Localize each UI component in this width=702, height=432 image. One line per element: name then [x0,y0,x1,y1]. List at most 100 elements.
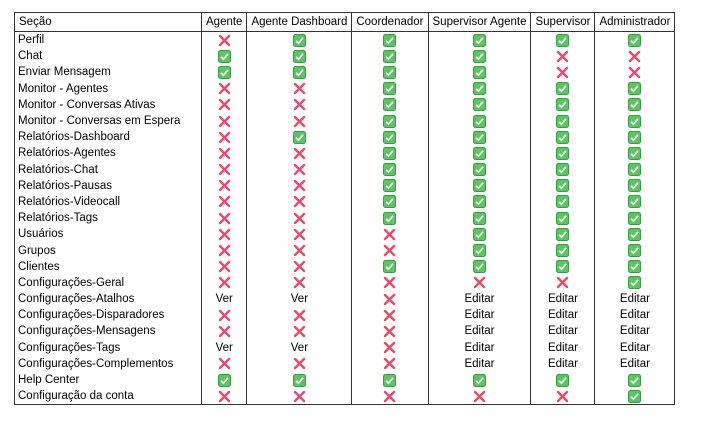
check-icon [628,33,642,47]
check-mark [630,279,640,287]
check-icon [556,114,570,128]
table-row: Usuários [14,226,676,243]
check-mark [630,36,640,44]
cross-icon [218,309,230,321]
check-mark [385,198,395,206]
cross-icon [293,180,306,192]
permission-cell [351,242,429,259]
cross-icon [293,325,306,338]
cross-icon [557,390,569,402]
check-box [217,373,231,387]
permission-cell: Editar [427,323,532,340]
section-cell: Clientes [14,258,202,275]
cross-icon [293,277,306,289]
cross-icon [218,196,230,208]
check-box [628,260,642,274]
section-cell: Relatórios-Chat [14,161,202,178]
check-icon [383,146,397,160]
check-box [383,114,397,128]
check-box [556,260,570,274]
header-cell: Agente [200,12,248,32]
check-mark [295,376,304,384]
check-mark [475,182,484,190]
cross-icon [293,82,306,95]
permission-cell [530,64,596,81]
check-icon [472,163,486,177]
cross-icon [293,309,306,321]
cross-mark [293,196,306,208]
cross-icon [473,277,486,289]
check-icon [628,130,642,144]
check-box [472,373,486,387]
check-mark [385,150,395,158]
table-row: Perfil [14,31,676,49]
cross-icon [557,277,569,289]
section-cell: Configurações-Mensagens [14,323,202,340]
check-icon [472,82,486,96]
permission-cell [200,210,248,227]
check-box [628,33,642,47]
permission-cell [351,177,429,194]
header-row: Seção Agente Agente Dashboard Coordenador Su… [14,12,676,32]
check-mark [295,133,304,142]
permission-cell [594,161,676,178]
permission-cell [427,210,532,227]
table-row: Relatórios-Agentes [14,145,676,162]
table-row: Configurações-Atalhos Ver Ver Editar Editar E… [14,291,676,308]
table-row: Relatórios-Chat [14,161,676,178]
check-icon [472,98,486,112]
permission-cell [351,80,429,97]
check-box [556,146,570,160]
check-icon [472,146,486,160]
check-mark [558,376,568,384]
check-mark [385,376,395,384]
permission-cell [200,323,248,340]
cross-mark [384,341,396,354]
permission-cell [246,48,353,65]
permission-cell [200,112,248,130]
permission-cell [246,96,353,113]
permission-cell [200,145,248,162]
permission-cell [246,226,353,243]
check-icon [628,163,642,177]
permission-cell [427,31,532,49]
check-icon [472,33,486,47]
permission-cell: Editar [594,307,676,324]
check-box [628,179,642,193]
check-icon [556,130,570,144]
check-mark [558,198,568,206]
section-cell: Relatórios-Tags [14,210,202,227]
check-box [472,33,486,47]
cross-mark [218,325,230,338]
permission-cell [351,258,429,275]
check-mark [295,36,304,44]
cross-mark [218,261,230,273]
permission-cell [246,64,353,81]
cross-icon [218,34,230,46]
cross-mark [293,82,306,95]
permission-cell [200,161,248,178]
permission-cell: Editar [427,307,532,324]
check-mark [475,101,484,109]
check-box [628,114,642,128]
check-mark [630,247,640,255]
check-icon [556,82,570,96]
cross-mark [218,82,230,95]
check-mark [558,263,568,271]
cross-mark [384,390,396,402]
permission-cell [351,371,429,389]
cross-mark [218,180,230,192]
permission-cell [427,48,532,65]
check-mark [220,376,229,384]
cross-mark [218,147,230,160]
check-mark [558,101,568,109]
check-box [383,130,397,144]
permission-cell [427,161,532,178]
header-cell: Coordenador [351,12,429,32]
cross-icon [293,228,306,241]
table-row: Configurações-Complementos Editar Editar Ed… [14,355,676,372]
permission-cell [200,177,248,194]
permission-cell [351,388,429,405]
permission-cell [530,226,596,243]
cross-mark [293,277,306,289]
